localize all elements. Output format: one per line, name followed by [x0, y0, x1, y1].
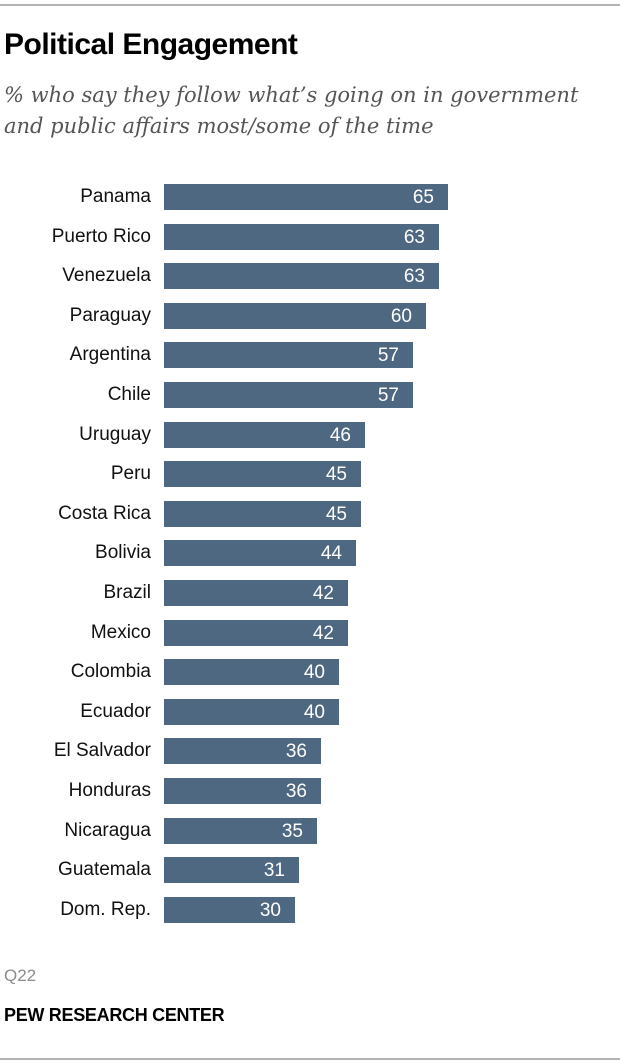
chart-subtitle: % who say they follow what’s going on in…	[4, 83, 579, 138]
value-label: 36	[285, 781, 307, 802]
bar: 63	[164, 263, 439, 289]
category-label: Panama	[80, 186, 151, 207]
bar-row: Ecuador 40	[0, 699, 620, 725]
value-label: 42	[312, 623, 334, 644]
bar-row: Nicaragua 35	[0, 818, 620, 844]
category-label: Ecuador	[80, 701, 151, 722]
value-label: 60	[390, 306, 412, 327]
bar-row: Brazil 42	[0, 580, 620, 606]
bar-row: Guatemala 31	[0, 857, 620, 883]
category-label: Chile	[107, 384, 151, 405]
bar: 40	[164, 659, 339, 685]
category-label: Dom. Rep.	[60, 899, 151, 920]
bar: 63	[164, 224, 439, 250]
bar-row: Chile 57	[0, 382, 620, 408]
bar: 40	[164, 699, 339, 725]
bar: 57	[164, 382, 413, 408]
bar-row: El Salvador 36	[0, 738, 620, 764]
bar-row: Uruguay 46	[0, 422, 620, 448]
top-rule	[0, 4, 620, 6]
category-label: Bolivia	[95, 542, 151, 563]
value-label: 46	[329, 425, 351, 446]
bar: 31	[164, 857, 299, 883]
category-label: Costa Rica	[58, 503, 151, 524]
bar: 45	[164, 501, 361, 527]
value-label: 45	[325, 504, 347, 525]
value-label: 40	[303, 662, 325, 683]
value-label: 57	[377, 385, 399, 406]
value-label: 36	[285, 741, 307, 762]
value-label: 35	[281, 821, 303, 842]
value-label: 30	[259, 900, 281, 921]
category-label: Uruguay	[79, 424, 151, 445]
bar: 36	[164, 738, 321, 764]
value-label: 63	[403, 227, 425, 248]
question-note: Q22	[4, 966, 37, 985]
category-label: Mexico	[90, 622, 151, 643]
bar-row: Puerto Rico 63	[0, 224, 620, 250]
bar: 42	[164, 580, 348, 606]
value-label: 65	[412, 187, 434, 208]
value-label: 63	[403, 266, 425, 287]
bar: 65	[164, 184, 448, 210]
category-label: Puerto Rico	[51, 226, 151, 247]
bar-row: Colombia 40	[0, 659, 620, 685]
bar-row: Dom. Rep. 30	[0, 897, 620, 923]
bar: 44	[164, 540, 356, 566]
bar: 46	[164, 422, 365, 448]
bar-row: Peru 45	[0, 461, 620, 487]
category-label: Brazil	[103, 582, 151, 603]
bar-row: Mexico 42	[0, 620, 620, 646]
source-credit: PEW RESEARCH CENTER	[4, 1005, 225, 1025]
bar-row: Costa Rica 45	[0, 501, 620, 527]
bar: 60	[164, 303, 426, 329]
bar: 35	[164, 818, 317, 844]
bar: 42	[164, 620, 348, 646]
bar-row: Argentina 57	[0, 342, 620, 368]
category-label: El Salvador	[53, 740, 151, 761]
bar-row: Bolivia 44	[0, 540, 620, 566]
value-label: 44	[320, 543, 342, 564]
category-label: Guatemala	[58, 859, 151, 880]
category-label: Nicaragua	[64, 820, 151, 841]
bar-row: Paraguay 60	[0, 303, 620, 329]
value-label: 42	[312, 583, 334, 604]
value-label: 45	[325, 464, 347, 485]
bar: 57	[164, 342, 413, 368]
bar-row: Venezuela 63	[0, 263, 620, 289]
bottom-rule	[0, 1058, 620, 1060]
value-label: 40	[303, 702, 325, 723]
category-label: Paraguay	[69, 305, 151, 326]
category-label: Argentina	[69, 344, 151, 365]
value-label: 57	[377, 345, 399, 366]
category-label: Venezuela	[62, 265, 151, 286]
category-label: Peru	[110, 463, 151, 484]
bar: 45	[164, 461, 361, 487]
bar: 36	[164, 778, 321, 804]
chart-title: Political Engagement	[4, 28, 298, 61]
bar-row: Honduras 36	[0, 778, 620, 804]
category-label: Colombia	[70, 661, 151, 682]
bar: 30	[164, 897, 295, 923]
bar-row: Panama 65	[0, 184, 620, 210]
value-label: 31	[263, 860, 285, 881]
category-label: Honduras	[68, 780, 151, 801]
